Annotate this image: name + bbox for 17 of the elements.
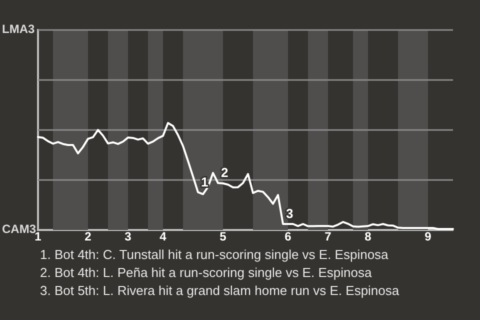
annotation: 2 [221, 165, 228, 180]
x-tick-label: 4 [160, 230, 167, 244]
text: 3. Bot 5th: L. Rivera hit a grand slam home run vs E. Espinosa [40, 282, 400, 300]
x-tick-label: 9 [424, 230, 432, 244]
x-tick-label: 8 [364, 230, 372, 244]
x-tick-label: 7 [324, 230, 332, 244]
x-tick-label: 2 [84, 230, 92, 244]
text: 2. Bot 4th: L. Peña hit a run-scoring single vs E. Espinosa [40, 264, 373, 282]
annotation: 1 [201, 174, 208, 190]
text: CAM3 [2, 222, 36, 236]
text: 1. Bot 4th: C. Tunstall hit a run-scoring single vs E. Espinosa [40, 246, 390, 264]
x-tick-label: 6 [284, 230, 292, 244]
x-tick-label: 5 [220, 230, 227, 244]
annotation: 3 [286, 206, 294, 222]
x-tick-label: 3 [124, 230, 132, 244]
text: LMA3 [2, 22, 35, 36]
x-tick-label: 1 [34, 230, 42, 244]
